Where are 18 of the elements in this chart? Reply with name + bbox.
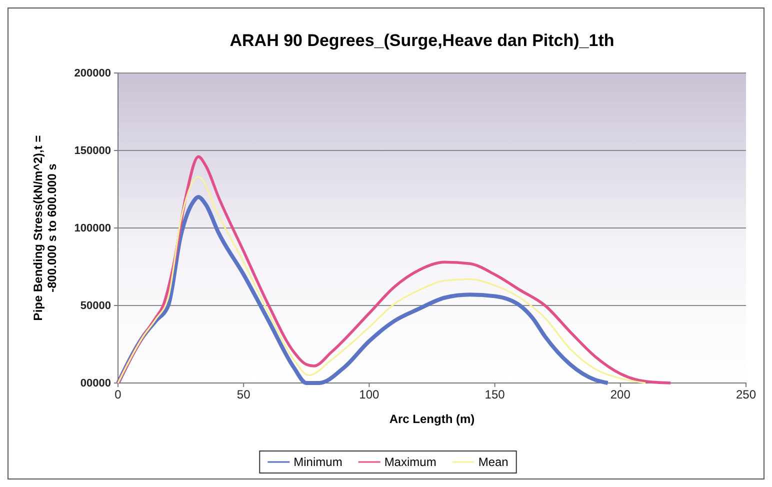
line-series xyxy=(116,195,610,385)
legend-label: Maximum xyxy=(384,455,436,469)
x-tick-label: 0 xyxy=(114,388,122,402)
y-tick-label: 00000 xyxy=(80,378,111,390)
y-tick-label: 50000 xyxy=(80,300,111,312)
x-tick-label: 150 xyxy=(484,388,506,402)
x-tick-label: 50 xyxy=(236,388,251,402)
x-tick-label: 100 xyxy=(359,388,380,402)
y-tick-label: 150000 xyxy=(74,145,111,158)
x-axis-title: Arc Length (m) xyxy=(389,412,475,426)
legend-label: Mean xyxy=(478,455,508,469)
legend-label: Minimum xyxy=(294,455,342,469)
chart-title: ARAH 90 Degrees_(Surge,Heave dan Pitch)_1th xyxy=(230,31,614,50)
y-tick-label: 100000 xyxy=(74,222,111,235)
x-tick-label: 250 xyxy=(736,388,756,402)
x-tick-label: 200 xyxy=(610,388,631,402)
y-tick-label: 200000 xyxy=(74,68,111,80)
y-axis-title: Pipe Bending Stress(kN/m^2),t = -800.000 s to 600.000 s xyxy=(31,135,59,321)
